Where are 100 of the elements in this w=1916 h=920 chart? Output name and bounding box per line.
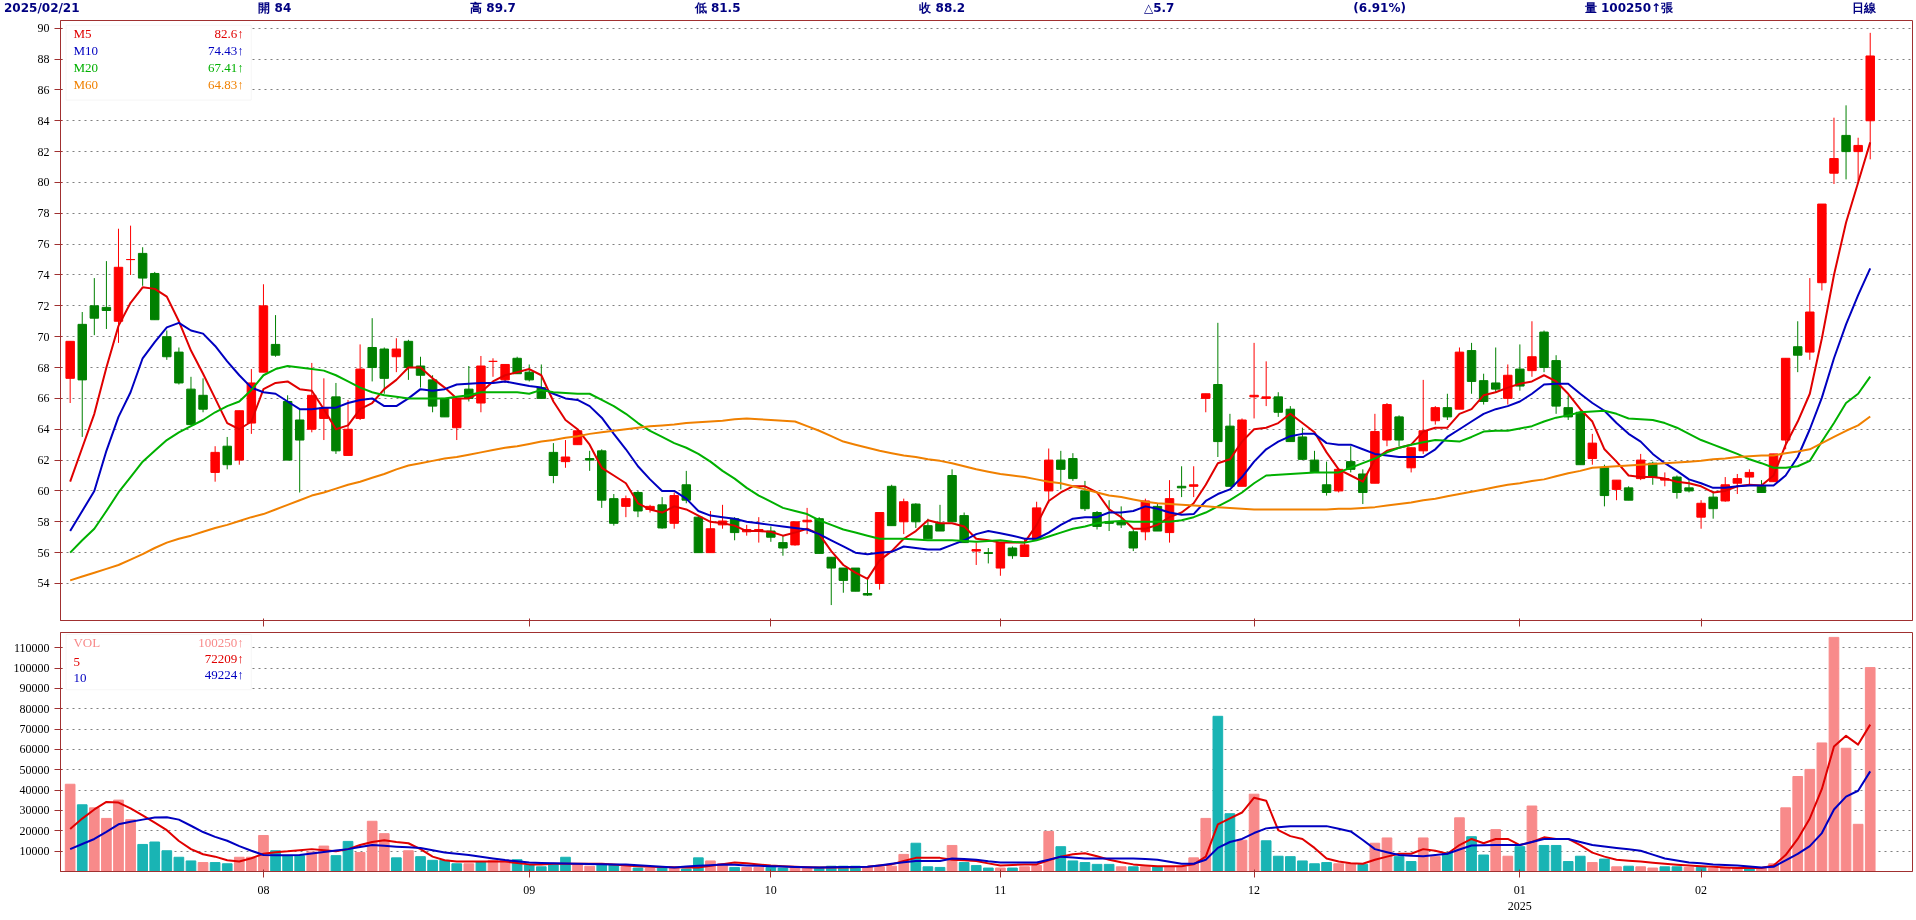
candlestick	[1056, 450, 1066, 490]
x-tick-label: 02	[1695, 882, 1708, 897]
y-tick-label: 66	[37, 391, 50, 406]
bar	[1599, 858, 1610, 872]
y-tick-label: 58	[37, 514, 50, 529]
candlestick	[1841, 104, 1851, 180]
candlestick	[1261, 360, 1271, 407]
bar	[1140, 866, 1151, 872]
bar	[1007, 867, 1018, 872]
candlestick	[89, 277, 100, 336]
candlestick	[826, 556, 836, 606]
candlestick	[1201, 393, 1211, 413]
candlestick	[657, 496, 667, 530]
y-tick-label: 68	[37, 360, 50, 375]
y-tick-label: 86	[37, 82, 50, 97]
candlestick	[198, 377, 208, 413]
line-series	[69, 770, 1872, 869]
text: 5	[73, 654, 80, 670]
x-tick-label: 08	[257, 882, 270, 897]
line-series	[69, 141, 1872, 580]
y-tick-label: 74	[37, 268, 50, 282]
candlestick	[935, 504, 945, 532]
candlestick	[162, 330, 172, 361]
candlestick	[222, 436, 232, 470]
candlestick	[1406, 447, 1416, 473]
text: 量 100250↑張	[1584, 0, 1674, 17]
bar	[1695, 866, 1707, 872]
y-tick-label: 110000	[13, 640, 50, 655]
text: VOL	[73, 634, 101, 650]
y-tick-label: 88	[37, 52, 50, 67]
bar	[1127, 866, 1139, 872]
text: 低 81.5	[694, 0, 741, 17]
annotation: 74.43↑	[208, 43, 244, 59]
text: M60	[73, 77, 99, 93]
bar	[1115, 866, 1127, 872]
candlestick	[270, 314, 281, 358]
x-tick-label: 01 2025	[1507, 882, 1532, 914]
candlestick	[1587, 433, 1598, 466]
candlestick	[971, 542, 981, 566]
bar	[391, 857, 402, 872]
candlestick	[1527, 320, 1537, 378]
text: 開 84	[258, 0, 292, 17]
candlestick	[1176, 465, 1187, 498]
y-tick-label: 50000	[19, 762, 50, 777]
bar	[1611, 866, 1622, 872]
candlestick	[548, 442, 559, 484]
bar	[1514, 846, 1526, 872]
y-tick-label: 56	[37, 545, 50, 560]
bar	[1248, 793, 1260, 872]
bar	[729, 866, 740, 872]
y-tick-label: 78	[37, 206, 50, 221]
y-tick-label: 100000	[13, 661, 50, 676]
candlestick	[1297, 427, 1308, 461]
candlestick	[899, 498, 909, 535]
bar	[620, 866, 632, 872]
bar	[946, 844, 958, 872]
bar	[330, 855, 342, 872]
bar	[1454, 817, 1465, 872]
y-tick-label: 20000	[19, 823, 50, 838]
candlestick	[584, 450, 595, 472]
bar	[1236, 839, 1248, 872]
bar	[632, 867, 644, 872]
candlestick	[391, 337, 402, 373]
candlestick	[210, 445, 220, 483]
candlestick	[294, 408, 305, 493]
y-tick-label: 60000	[19, 742, 50, 757]
annotation: 100250↑	[198, 634, 244, 650]
y-tick-label: 90000	[19, 681, 50, 696]
annotation: 72209↑	[204, 651, 244, 667]
y-tick-label: 70	[37, 329, 50, 344]
line-series	[69, 415, 1872, 582]
text: (6.91%)	[1353, 0, 1406, 17]
line-series	[69, 723, 1872, 870]
bar	[1526, 805, 1538, 872]
candlestick	[1708, 490, 1718, 520]
candlestick	[705, 510, 716, 554]
y-tick-label: 10000	[19, 844, 50, 859]
bar	[463, 863, 475, 872]
candlestick	[1128, 529, 1139, 552]
y-tick-label: 80000	[19, 701, 50, 716]
candlestick	[1853, 137, 1863, 182]
bar	[403, 850, 414, 872]
candlestick	[778, 535, 788, 557]
y-tick-label: 82	[37, 144, 50, 159]
bar	[995, 867, 1006, 872]
y-tick-label: 72	[37, 298, 50, 313]
candlestick	[101, 260, 112, 330]
text: 收 88.2	[919, 0, 966, 17]
candlestick	[1430, 405, 1441, 426]
y-tick-label: 70000	[19, 722, 50, 737]
x-tick-label: 10	[764, 882, 777, 897]
y-tick-label: 54	[37, 576, 50, 591]
bar	[64, 783, 76, 872]
annotation: 49224↑	[204, 667, 244, 683]
bar	[1623, 865, 1634, 872]
y-tick-label: 90	[37, 21, 50, 36]
text: M20	[73, 60, 99, 76]
candlestick	[1696, 499, 1706, 530]
candlestick	[1394, 414, 1404, 447]
candlestick	[911, 502, 921, 529]
